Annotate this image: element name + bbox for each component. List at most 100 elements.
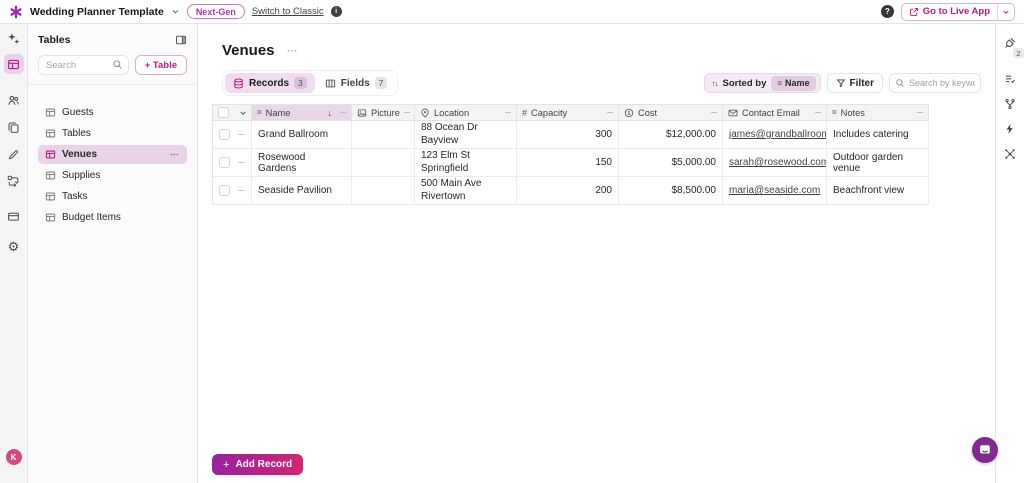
add-record-button[interactable]: + Add Record <box>212 454 304 475</box>
sidebar-item-label: Venues <box>62 149 98 160</box>
sorted-by-button[interactable]: ↑↓ Sorted by = Name <box>703 73 821 93</box>
column-menu-icon[interactable] <box>340 111 346 114</box>
branch-icon[interactable] <box>1004 98 1016 110</box>
row-drag-icon[interactable] <box>238 189 245 192</box>
column-menu-icon[interactable] <box>917 111 923 114</box>
column-header-picture[interactable]: Picture <box>352 104 415 121</box>
chat-widget-button[interactable] <box>972 437 998 463</box>
switch-to-classic-link[interactable]: Switch to Classic <box>251 6 324 17</box>
page-menu-icon[interactable]: ⋯ <box>286 45 299 57</box>
filter-button[interactable]: Filter <box>826 73 883 93</box>
cell-notes[interactable]: Outdoor garden venue <box>827 149 929 177</box>
sort-descending-icon: ↓ <box>327 107 333 118</box>
sidebar-item-supplies[interactable]: Supplies <box>38 166 187 185</box>
main-content: Venues ⋯ Records 3 Fields 7 <box>198 24 995 483</box>
cell-contact-email[interactable]: james@grandballroom.com <box>723 121 827 149</box>
sidebar-item-tasks[interactable]: Tasks <box>38 187 187 206</box>
table-icon <box>45 149 56 160</box>
cell-capacity[interactable]: 200 <box>517 177 619 205</box>
cell-picture[interactable] <box>352 149 415 177</box>
cell-name[interactable]: Seaside Pavilion <box>252 177 352 205</box>
keyword-search-input[interactable] <box>889 73 981 93</box>
cell-contact-email[interactable]: maria@seaside.com <box>723 177 827 205</box>
column-menu-icon[interactable] <box>505 111 511 114</box>
user-avatar[interactable]: K <box>5 449 22 465</box>
column-header-capacity[interactable]: # Capacity <box>517 104 619 121</box>
column-menu-icon[interactable] <box>403 111 410 114</box>
row-checkbox[interactable] <box>219 157 230 168</box>
copy-icon[interactable] <box>7 121 20 134</box>
table-icon <box>45 170 56 181</box>
sparkle-plus-icon[interactable] <box>7 32 20 45</box>
email-link[interactable]: james@grandballroom.com <box>729 129 826 140</box>
row-height-chevron-icon[interactable] <box>239 109 247 117</box>
column-header-cost[interactable]: $ Cost <box>619 104 723 121</box>
email-link[interactable]: sarah@rosewood.com <box>729 157 827 168</box>
cell-notes[interactable]: Includes catering <box>827 121 929 149</box>
column-label: Picture <box>371 107 400 118</box>
number-field-icon: # <box>522 107 528 118</box>
column-header-contact-email[interactable]: Contact Email <box>723 104 827 121</box>
cell-name[interactable]: Grand Ballroom <box>252 121 352 149</box>
cell-name[interactable]: Rosewood Gardens <box>252 149 352 177</box>
cell-contact-email[interactable]: sarah@rosewood.com <box>723 149 827 177</box>
column-label: Notes <box>840 107 865 118</box>
column-header-notes[interactable]: = Notes <box>827 104 929 121</box>
left-icon-rail: ⚙ K <box>0 24 28 483</box>
panel-icon[interactable] <box>7 210 20 223</box>
column-header-name[interactable]: = Name ↓ <box>252 104 352 121</box>
plus-icon: + <box>223 458 230 471</box>
settings-gear-icon[interactable]: ⚙ <box>7 239 20 254</box>
column-menu-icon[interactable] <box>607 111 613 114</box>
sidebar-item-tables[interactable]: Tables <box>38 124 187 143</box>
help-icon[interactable]: ? <box>880 5 894 18</box>
column-menu-icon[interactable] <box>711 111 717 114</box>
sort-field-chip[interactable]: = Name <box>771 75 816 91</box>
collapse-sidebar-icon[interactable] <box>175 34 187 46</box>
lightning-icon[interactable] <box>1004 123 1016 135</box>
cell-picture[interactable] <box>352 121 415 149</box>
sidebar-item-budget-items[interactable]: Budget Items <box>38 208 187 227</box>
sidebar-search-input[interactable] <box>38 55 129 75</box>
text-field-icon: = <box>832 108 837 117</box>
chat-bubble-icon <box>978 443 992 457</box>
column-menu-icon[interactable] <box>815 111 821 114</box>
cell-location[interactable]: 123 Elm St Springfield <box>415 149 517 177</box>
go-to-live-app-button[interactable]: Go to Live App <box>900 2 1015 21</box>
live-app-chevron-down-icon[interactable] <box>998 8 1014 16</box>
cell-notes[interactable]: Beachfront view <box>827 177 929 205</box>
cell-location[interactable]: 500 Main Ave Rivertown <box>415 177 517 205</box>
tables-view-icon[interactable] <box>3 54 24 74</box>
cell-cost[interactable]: $8,500.00 <box>619 177 723 205</box>
tab-fields[interactable]: Fields 7 <box>317 73 396 93</box>
brush-icon[interactable] <box>7 148 20 161</box>
page-title: Venues <box>222 42 275 59</box>
filter-label: Filter <box>849 77 874 89</box>
plugin-icon[interactable]: 2 <box>1004 37 1024 58</box>
email-link[interactable]: maria@seaside.com <box>729 185 821 196</box>
top-bar: Wedding Planner Template Next-Gen Switch… <box>0 0 1024 24</box>
cell-cost[interactable]: $5,000.00 <box>619 149 723 177</box>
row-checkbox[interactable] <box>219 185 230 196</box>
row-drag-icon[interactable] <box>238 133 245 136</box>
cell-picture[interactable] <box>352 177 415 205</box>
item-menu-icon[interactable]: ⋯ <box>170 149 180 159</box>
title-chevron-down-icon[interactable] <box>171 7 180 16</box>
sidebar-item-venues[interactable]: Venues ⋯ <box>38 145 187 164</box>
info-icon[interactable]: i <box>330 6 342 17</box>
sidebar-item-guests[interactable]: Guests <box>38 103 187 122</box>
workflow-icon[interactable] <box>7 175 20 188</box>
cell-cost[interactable]: $12,000.00 <box>619 121 723 149</box>
cell-capacity[interactable]: 300 <box>517 121 619 149</box>
cell-location[interactable]: 88 Ocean Dr Bayview <box>415 121 517 149</box>
users-icon[interactable] <box>7 94 20 107</box>
checklist-icon[interactable] <box>1004 73 1016 85</box>
row-drag-icon[interactable] <box>238 161 245 164</box>
tab-records[interactable]: Records 3 <box>225 73 315 93</box>
column-header-location[interactable]: Location <box>415 104 517 121</box>
add-table-button[interactable]: + Table <box>134 55 187 75</box>
cell-capacity[interactable]: 150 <box>517 149 619 177</box>
select-all-checkbox[interactable] <box>218 107 229 118</box>
nodes-icon[interactable] <box>1004 148 1016 160</box>
row-checkbox[interactable] <box>219 129 230 140</box>
